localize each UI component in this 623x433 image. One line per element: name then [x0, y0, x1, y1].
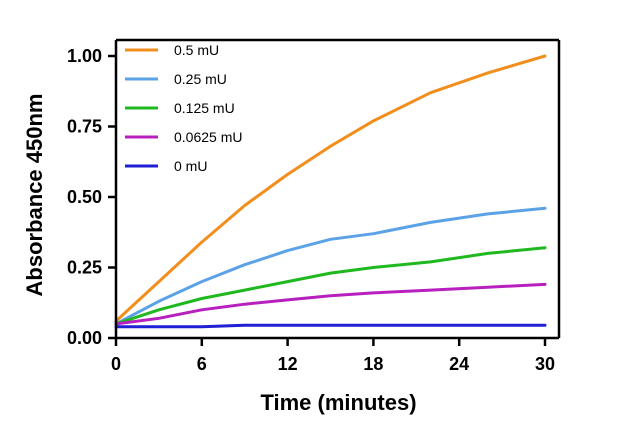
series-line-0: [114, 54, 547, 323]
legend-label-1: 0.25 mU: [174, 71, 227, 87]
y-tick-label: 0.50: [67, 187, 102, 207]
series-line-4: [114, 323, 547, 329]
legend: 0.5 mU 0.25 mU 0.125 mU 0.0625 mU 0 mU: [125, 42, 242, 174]
x-tick-label: 12: [278, 354, 298, 374]
x-axis-title: Time (minutes): [260, 390, 416, 415]
series-line-3: [114, 282, 547, 326]
x-tick-label: 30: [535, 354, 555, 374]
legend-label-3: 0.0625 mU: [174, 129, 242, 145]
x-tick-label: 18: [363, 354, 383, 374]
y-tick-label: 0.25: [67, 258, 102, 278]
legend-label-4: 0 mU: [174, 158, 207, 174]
y-axis-title: Absorbance 450nm: [22, 94, 47, 297]
y-tick-label: 0.00: [67, 328, 102, 348]
series-line-2: [114, 246, 547, 326]
y-tick-label: 1.00: [67, 46, 102, 66]
legend-label-2: 0.125 mU: [174, 100, 235, 116]
series-line-1: [114, 206, 547, 326]
axes: 0 6 12 18 24 30 0.00 0.25 0.50 0.75 1.00: [67, 38, 561, 374]
legend-label-0: 0.5 mU: [174, 42, 219, 58]
x-tick-label: 0: [111, 354, 121, 374]
x-tick-label: 6: [197, 354, 207, 374]
y-tick-label: 0.75: [67, 117, 102, 137]
x-tick-label: 24: [449, 354, 469, 374]
series-layer: [114, 54, 547, 329]
